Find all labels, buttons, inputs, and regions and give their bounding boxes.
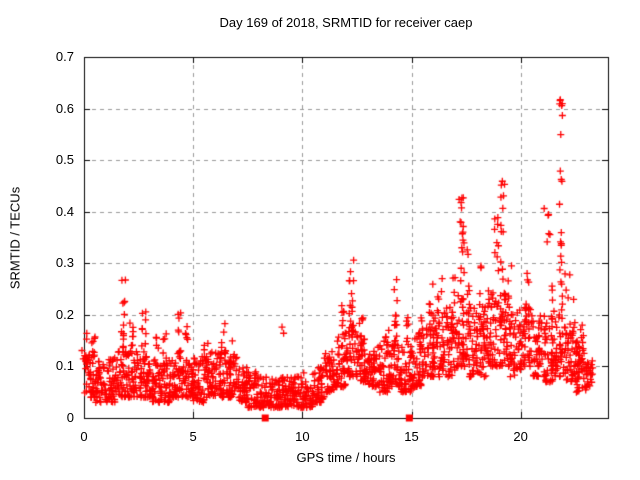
- y-axis-title: SRMTID / TECUs: [7, 186, 23, 290]
- x-tick-label: 5: [189, 429, 197, 444]
- y-tick-label: 0.7: [55, 49, 74, 64]
- y-tick-label: 0.4: [55, 203, 74, 219]
- x-axis-title: GPS time / hours: [296, 450, 396, 465]
- chart-title: Day 169 of 2018, SRMTID for receiver cae…: [219, 15, 473, 30]
- y-tick-label: 0.1: [55, 358, 74, 374]
- x-tick-label: 0: [80, 429, 88, 444]
- x-tick-label: 20: [513, 429, 528, 444]
- y-tick-label: 0.3: [55, 255, 74, 271]
- x-tick-label: 10: [295, 429, 310, 444]
- x-tick-label: 15: [404, 429, 419, 444]
- y-tick-label: 0: [66, 410, 74, 425]
- y-tick-label: 0.2: [55, 306, 74, 322]
- y-tick-label: 0.6: [55, 100, 74, 116]
- y-tick-label: 0.5: [55, 152, 74, 168]
